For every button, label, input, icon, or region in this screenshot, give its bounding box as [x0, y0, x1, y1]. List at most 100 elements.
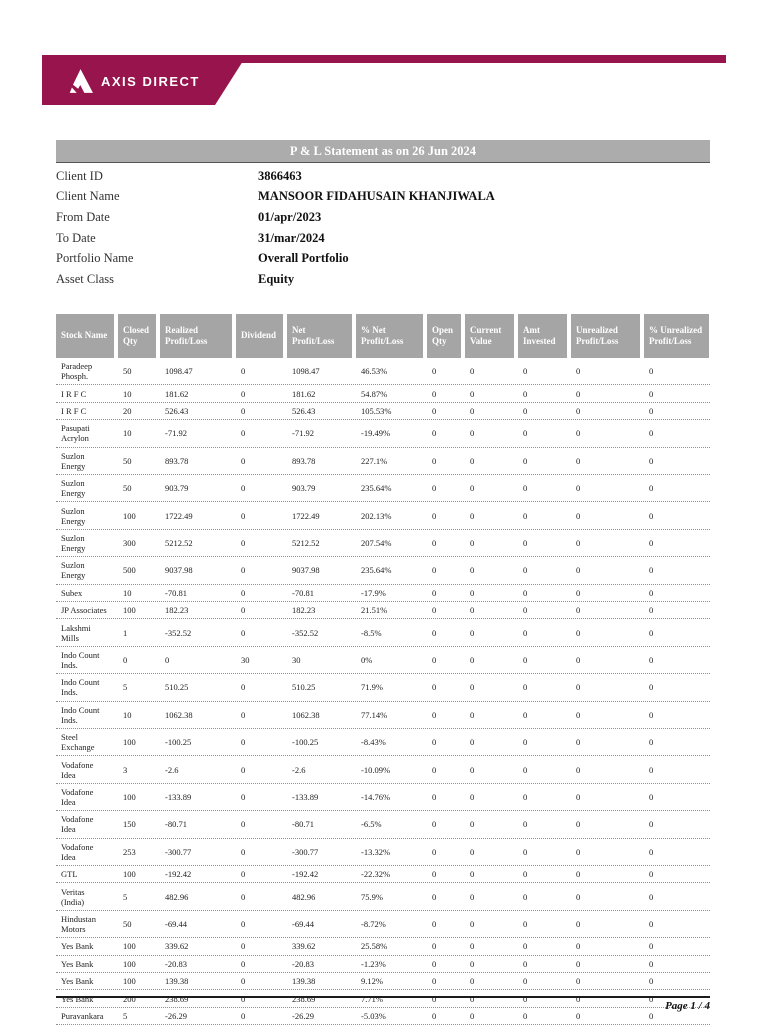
cell-current-value: 0: [470, 737, 475, 748]
from-date-label: From Date: [56, 209, 110, 224]
cell-realized-profit-loss: 181.62: [165, 388, 189, 399]
cell-open-qty: 0: [432, 958, 437, 969]
cell-open-qty: 0: [432, 792, 437, 803]
cell-unrealized-profit-loss: 0: [576, 1011, 581, 1022]
cell-net-profit-loss: -2.6: [292, 764, 306, 775]
cell-closed-qty: 200: [123, 993, 136, 1004]
cell-stock-name: GTL: [61, 869, 78, 880]
table-row: Yes Bank 100 139.38 0 139.38 9.12% 0 0 0 0 0: [56, 973, 710, 991]
table-row: Suzlon Energy 300 5212.52 0 5212.52 207.54% 0 0…: [56, 530, 710, 558]
table-row: Vodafone Idea 253 -300.77 0 -300.77 -13.32% 0 0…: [56, 839, 710, 867]
cell-unrealized-profit-loss: 0: [576, 891, 581, 902]
cell-stock-name: Yes Bank: [61, 993, 94, 1004]
cell-open-qty: 0: [432, 869, 437, 880]
cell-amt-invested: 0: [523, 655, 528, 665]
cell-stock-name: I R F C: [61, 405, 87, 416]
cell-closed-qty: 0: [123, 655, 128, 665]
cell-amt-invested: 0: [523, 976, 528, 987]
cell-stock-name: Vodafone Idea: [61, 814, 94, 835]
cell-stock-name: Yes Bank: [61, 958, 94, 969]
cell-realized-profit-loss: 482.96: [165, 891, 189, 902]
cell-current-value: 0: [470, 565, 475, 576]
cell-unrealized-profit-loss: 0: [576, 976, 581, 987]
table-row: Steel Exchange 100 -100.25 0 -100.25 -8.43% 0 0…: [56, 729, 710, 757]
cell-open-qty: 0: [432, 941, 437, 952]
cell-pct-net-profit-loss: 227.1%: [361, 455, 388, 466]
cell-realized-profit-loss: 1098.47: [165, 366, 193, 377]
cell-stock-name: Steel Exchange: [61, 732, 95, 753]
cell-closed-qty: 50: [123, 455, 132, 466]
cell-dividend: 0: [241, 993, 246, 1004]
cell-current-value: 0: [470, 846, 475, 857]
cell-open-qty: 0: [432, 737, 437, 748]
table-row: Suzlon Energy 50 893.78 0 893.78 227.1% 0 0 0 0 0: [56, 448, 710, 475]
cell-pct-net-profit-loss: -8.43%: [361, 737, 386, 748]
cell-unrealized-profit-loss: 0: [576, 792, 581, 803]
cell-amt-invested: 0: [523, 538, 528, 548]
cell-net-profit-loss: -26.29: [292, 1011, 314, 1022]
client-name-label: Client Name: [56, 189, 120, 204]
cell-pct-net-profit-loss: -19.49%: [361, 428, 391, 439]
cell-closed-qty: 5: [123, 1011, 128, 1022]
cell-pct-net-profit-loss: 9.12%: [361, 976, 383, 987]
cell-closed-qty: 500: [123, 565, 136, 576]
cell-dividend: 0: [241, 483, 246, 494]
cell-stock-name: Lakshmi Mills: [61, 622, 91, 643]
cell-pct-unrealized-profit-loss: 0: [649, 792, 654, 803]
cell-closed-qty: 20: [123, 405, 132, 416]
cell-pct-unrealized-profit-loss: 0: [649, 405, 654, 416]
axis-triangle-logo-icon: [66, 68, 94, 95]
cell-dividend: 0: [241, 605, 246, 616]
client-info-row: Asset Class Equity: [56, 269, 710, 290]
cell-current-value: 0: [470, 428, 475, 439]
cell-net-profit-loss: -133.89: [292, 792, 319, 803]
cell-unrealized-profit-loss: 0: [576, 682, 581, 693]
cell-closed-qty: 253: [123, 846, 136, 857]
table-row: Yes Bank 100 -20.83 0 -20.83 -1.23% 0 0 0 0 0: [56, 956, 710, 974]
cell-pct-unrealized-profit-loss: 0: [649, 919, 654, 930]
cell-pct-unrealized-profit-loss: 0: [649, 655, 654, 665]
cell-closed-qty: 5: [123, 682, 128, 693]
client-info-row: To Date 31/mar/2024: [56, 228, 710, 249]
cell-amt-invested: 0: [523, 1011, 528, 1022]
cell-unrealized-profit-loss: 0: [576, 428, 581, 439]
cell-net-profit-loss: 482.96: [292, 891, 316, 902]
header-net-profit-loss: Net Profit/Loss: [287, 314, 352, 358]
cell-net-profit-loss: -100.25: [292, 737, 319, 748]
cell-unrealized-profit-loss: 0: [576, 846, 581, 857]
cell-dividend: 0: [241, 819, 246, 830]
cell-closed-qty: 100: [123, 792, 136, 803]
cell-net-profit-loss: 893.78: [292, 455, 316, 466]
cell-dividend: 0: [241, 941, 246, 952]
cell-unrealized-profit-loss: 0: [576, 919, 581, 930]
cell-amt-invested: 0: [523, 737, 528, 748]
cell-realized-profit-loss: -133.89: [165, 792, 192, 803]
cell-net-profit-loss: -71.92: [292, 428, 314, 439]
cell-current-value: 0: [470, 709, 475, 720]
cell-unrealized-profit-loss: 0: [576, 819, 581, 830]
cell-open-qty: 0: [432, 605, 437, 616]
cell-amt-invested: 0: [523, 792, 528, 803]
cell-stock-name: Puravankara: [61, 1011, 104, 1022]
cell-stock-name: Suzlon Energy: [61, 560, 86, 581]
cell-amt-invested: 0: [523, 958, 528, 969]
cell-open-qty: 0: [432, 1011, 437, 1022]
cell-amt-invested: 0: [523, 919, 528, 930]
cell-pct-unrealized-profit-loss: 0: [649, 869, 654, 880]
cell-unrealized-profit-loss: 0: [576, 455, 581, 466]
cell-amt-invested: 0: [523, 993, 528, 1004]
cell-open-qty: 0: [432, 846, 437, 857]
cell-dividend: 0: [241, 737, 246, 748]
cell-amt-invested: 0: [523, 846, 528, 857]
cell-realized-profit-loss: -2.6: [165, 764, 179, 775]
cell-pct-net-profit-loss: 105.53%: [361, 405, 392, 416]
table-body: Paradeep Phosph. 50 1098.47 0 1098.47 46.53% 0…: [56, 358, 710, 1025]
cell-realized-profit-loss: 526.43: [165, 405, 189, 416]
brand-header-band: AXIS DIRECT: [42, 55, 726, 105]
cell-dividend: 0: [241, 919, 246, 930]
cell-unrealized-profit-loss: 0: [576, 709, 581, 720]
client-id-value: 3866463: [258, 168, 302, 183]
cell-open-qty: 0: [432, 919, 437, 930]
cell-unrealized-profit-loss: 0: [576, 737, 581, 748]
